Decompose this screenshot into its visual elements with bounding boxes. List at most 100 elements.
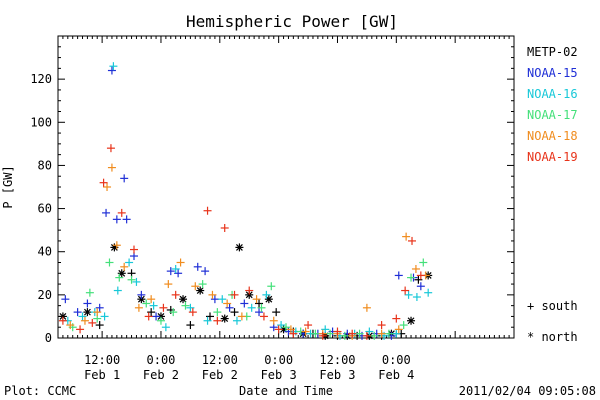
metp-02-point [407, 316, 416, 325]
noaa-19-point [408, 236, 417, 245]
noaa-16-point [424, 288, 433, 297]
noaa-15-point [73, 308, 82, 317]
noaa-19-point [333, 327, 342, 336]
noaa-19-point [203, 206, 212, 215]
noaa-16-point [232, 316, 241, 325]
y-axis-label: P [GW] [1, 165, 15, 208]
noaa-15-point [120, 174, 129, 183]
legend-entry-noaa-15: NOAA-15 [527, 66, 578, 80]
metp-02-point [117, 269, 126, 278]
y-tick-label: 60 [38, 202, 52, 216]
noaa-19-point [220, 223, 229, 232]
noaa-19-point [392, 314, 401, 323]
noaa-18-point [103, 183, 112, 191]
noaa-16-point [218, 295, 227, 304]
x-tick-date-label: Feb 4 [378, 368, 414, 382]
noaa-19-point [348, 329, 357, 338]
noaa-19-point [213, 316, 222, 325]
noaa-19-point [99, 178, 108, 187]
noaa-18-point [93, 308, 102, 317]
metp-02-point [83, 308, 92, 317]
noaa-15-point [152, 312, 161, 321]
noaa-19-point [88, 318, 97, 327]
metp-02-point [245, 290, 254, 299]
noaa-17-point [213, 308, 222, 317]
noaa-17-point [384, 329, 393, 338]
noaa-18-point [164, 280, 173, 289]
metp-02-point [179, 295, 188, 304]
noaa-17-point [282, 323, 290, 332]
metp-02-point [414, 275, 423, 284]
noaa-17-point [267, 282, 276, 291]
noaa-16-point [392, 329, 401, 338]
y-tick-label: 0 [45, 331, 52, 345]
metp-02-point [95, 321, 104, 330]
noaa-15-point [210, 295, 219, 304]
noaa-18-point [377, 329, 386, 338]
plot-area-frame [57, 35, 515, 339]
noaa-16-point [149, 301, 158, 310]
noaa-17-point [370, 331, 379, 340]
metp-02-point [147, 308, 156, 317]
y-tick-label: 100 [30, 115, 52, 129]
plot-timestamp: 2011/02/04 09:05:08 [459, 384, 596, 398]
noaa-19-point [144, 312, 153, 321]
noaa-15-point [83, 299, 92, 308]
x-tick-date-label: Feb 1 [84, 368, 120, 382]
legend-entry-noaa-16: NOAA-16 [527, 87, 578, 101]
x-tick-date-label: Feb 3 [319, 368, 355, 382]
y-tick-label: 80 [38, 158, 52, 172]
y-tick-label: 120 [30, 72, 52, 86]
noaa-15-point [201, 267, 210, 276]
legend: METP-02 NOAA-15 NOAA-16 NOAA-17 NOAA-18 NOAA-… [527, 45, 578, 164]
noaa-18-point [402, 232, 411, 241]
noaa-19-point [304, 321, 313, 330]
metp-02-point [272, 308, 281, 317]
noaa-15-point [102, 208, 111, 217]
noaa-16-point [125, 258, 134, 267]
metp-02-point [186, 321, 195, 330]
noaa-17-point [105, 258, 114, 267]
noaa-17-point [156, 316, 165, 325]
legend-entry-noaa-18: NOAA-18 [527, 129, 578, 143]
marker-legend-north: * north [527, 330, 578, 344]
noaa-19-point [318, 331, 327, 340]
noaa-18-point [80, 316, 89, 325]
noaa-18-point [107, 163, 116, 172]
noaa-18-point [269, 316, 278, 325]
x-axis-label: Date and Time [239, 384, 333, 398]
noaa-18-point [134, 303, 143, 312]
noaa-17-point [407, 273, 416, 282]
noaa-16-point [404, 290, 413, 299]
noaa-18-point [120, 262, 129, 271]
chart-title: Hemispheric Power [GW] [186, 12, 398, 31]
y-tick-label: 20 [38, 288, 52, 302]
noaa-16-point [321, 325, 330, 334]
metp-02-point [220, 314, 229, 323]
noaa-18-point [301, 327, 310, 336]
noaa-19-point [117, 208, 126, 217]
noaa-15-point [193, 262, 202, 271]
noaa-16-point [161, 323, 170, 332]
x-tick-time-label: 0:00 [382, 353, 411, 367]
noaa-18-point [237, 312, 246, 321]
noaa-16-point [113, 286, 122, 295]
x-tick-date-label: Feb 2 [202, 368, 238, 382]
x-tick-time-label: 0:00 [147, 353, 176, 367]
noaa-17-point [198, 280, 207, 289]
noaa-16-point [365, 327, 374, 336]
noaa-18-point [176, 258, 185, 267]
noaa-19-point [159, 303, 168, 312]
noaa-19-point [377, 321, 386, 330]
noaa-19-point [362, 331, 371, 340]
noaa-18-point [112, 241, 121, 250]
noaa-18-point [147, 295, 156, 304]
noaa-18-point [252, 295, 261, 304]
noaa-15-point [225, 303, 234, 312]
noaa-19-point [289, 329, 298, 338]
x-tick-time-label: 0:00 [264, 353, 293, 367]
noaa-17-point [142, 299, 151, 308]
y-axis: 0 20 40 60 80 100 120 [30, 46, 514, 345]
